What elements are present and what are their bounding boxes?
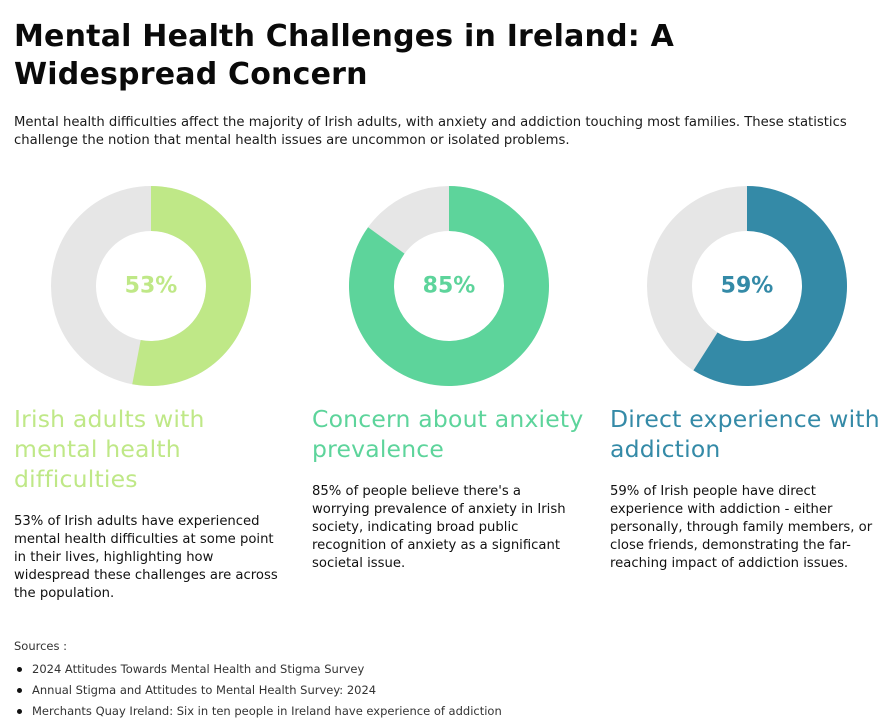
source-list: 2024 Attitudes Towards Mental Health and… xyxy=(14,659,874,722)
donut-value-slice xyxy=(132,186,251,386)
stat-description: 53% of Irish adults have experienced men… xyxy=(14,514,278,601)
page-title: Mental Health Challenges in Ireland: A W… xyxy=(14,19,675,92)
donut-value-slice xyxy=(693,186,847,386)
donut-value-slice xyxy=(349,186,549,386)
donut-svg: 59% xyxy=(647,186,847,386)
page-subtitle: Mental health difficulties affect the ma… xyxy=(14,115,847,148)
donut-svg: 85% xyxy=(349,186,549,386)
sources-label: Sources : xyxy=(14,639,68,653)
source-item: 2024 Attitudes Towards Mental Health and… xyxy=(14,659,874,680)
donut-chart: 59% xyxy=(646,185,848,387)
sources-section: Sources : 2024 Attitudes Towards Mental … xyxy=(14,638,874,722)
donut-svg: 53% xyxy=(51,186,251,386)
source-item: Annual Stigma and Attitudes to Mental He… xyxy=(14,680,874,701)
stat-description: 59% of Irish people have direct experien… xyxy=(610,484,873,571)
stat-title: Direct experience with addiction xyxy=(610,405,880,463)
stat-description: 85% of people believe there's a worrying… xyxy=(312,484,566,571)
donut-chart: 85% xyxy=(348,185,550,387)
donut-center-label: 59% xyxy=(721,274,774,299)
stat-title: Concern about anxiety prevalence xyxy=(312,405,584,463)
donut-center-label: 53% xyxy=(125,274,178,299)
donut-center-label: 85% xyxy=(423,274,476,299)
source-item: Merchants Quay Ireland: Six in ten peopl… xyxy=(14,701,874,722)
stat-title: Irish adults with mental health difficul… xyxy=(14,405,205,493)
donut-chart: 53% xyxy=(50,185,252,387)
